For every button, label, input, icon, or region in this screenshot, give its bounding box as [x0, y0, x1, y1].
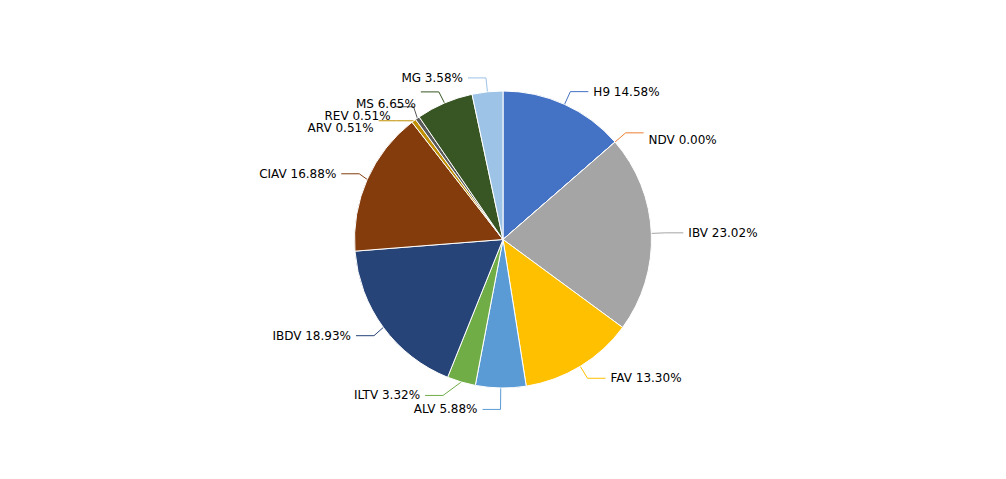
svg-text:H9 14.58%: H9 14.58%: [593, 85, 659, 99]
svg-text:IBDV 18.93%: IBDV 18.93%: [272, 329, 351, 343]
svg-text:NDV 0.00%: NDV 0.00%: [649, 133, 717, 147]
svg-text:FAV 13.30%: FAV 13.30%: [611, 371, 682, 385]
svg-text:ARV 0.51%: ARV 0.51%: [308, 121, 374, 135]
svg-text:ALV 5.88%: ALV 5.88%: [414, 402, 478, 416]
svg-text:MS 6.65%: MS 6.65%: [356, 97, 416, 111]
svg-text:REV 0.51%: REV 0.51%: [325, 109, 391, 123]
svg-text:IBV 23.02%: IBV 23.02%: [688, 226, 757, 240]
svg-text:CIAV 16.88%: CIAV 16.88%: [259, 167, 336, 181]
svg-text:ILTV 3.32%: ILTV 3.32%: [354, 388, 420, 402]
svg-text:MG 3.58%: MG 3.58%: [401, 71, 463, 85]
